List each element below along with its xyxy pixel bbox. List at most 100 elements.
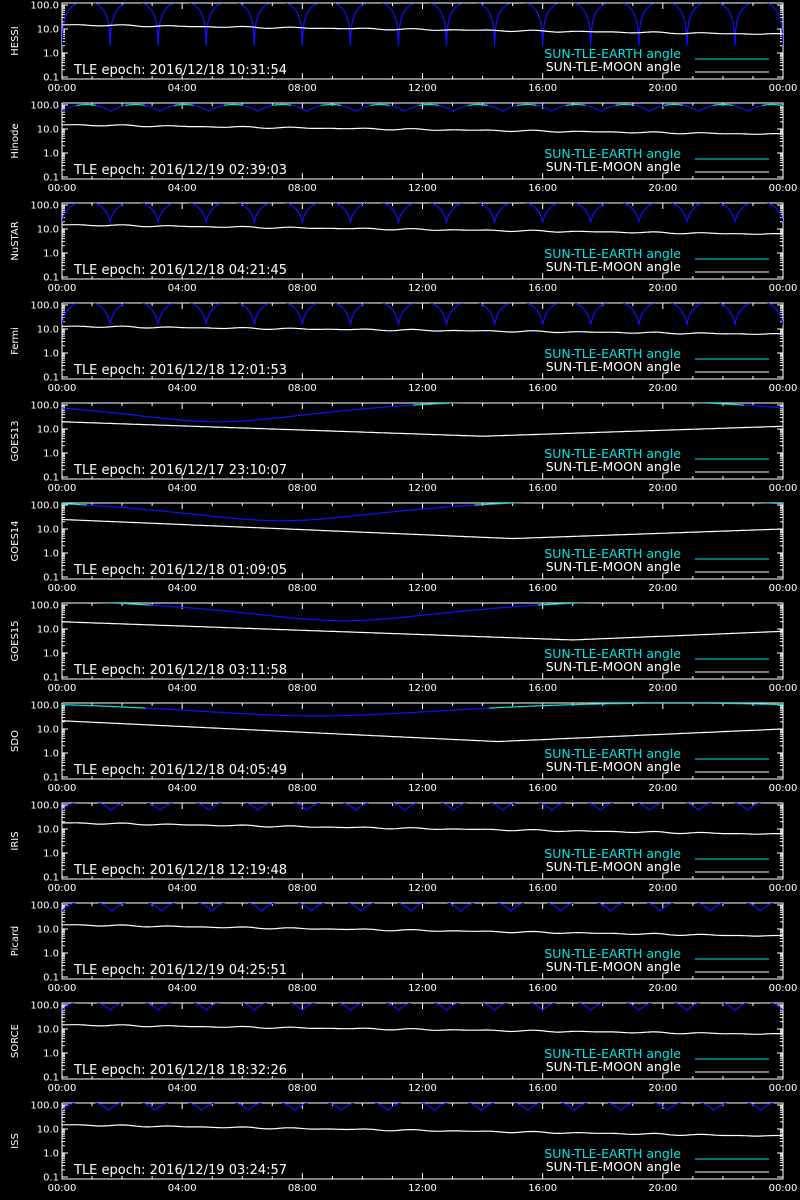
- y-tick-label: 0.1: [43, 373, 59, 384]
- y-tick-label: 100.0: [30, 1101, 59, 1112]
- series-group: [62, 1002, 783, 1035]
- earth-angle-line: [494, 1103, 496, 1104]
- earth-angle-line: [62, 1103, 76, 1111]
- moon-angle-line: [62, 518, 783, 540]
- earth-angle-line: [97, 803, 125, 811]
- moon-angle-line: [62, 224, 783, 235]
- earth-angle-line: [397, 903, 426, 912]
- earth-angle-line: [489, 803, 517, 811]
- earth-angle-line: [62, 503, 88, 506]
- earth-angle-line: [700, 1103, 728, 1111]
- earth-angle-line: [713, 802, 733, 803]
- earth-angle-line: [62, 803, 76, 811]
- legend-earth-label: SUN-TLE-EARTH angle: [544, 146, 681, 161]
- panel-nustar: 100.0 10.0 1.0 0.1 00:00 04:00 08:00 12:00 16:00…: [0, 200, 800, 300]
- x-tick-label: 12:00: [408, 183, 437, 194]
- earth-angle-line: [197, 903, 226, 912]
- earth-angle-line: [476, 902, 496, 903]
- x-tick-label: 20:00: [648, 1083, 677, 1094]
- y-tick-label: 0.1: [43, 1073, 59, 1084]
- y-tick-label: 1.0: [43, 49, 59, 60]
- earth-angle-line: [365, 1002, 384, 1003]
- tle-epoch-label: TLE epoch: 2016/12/19 04:25:51: [73, 963, 287, 978]
- earth-angle-line: [76, 802, 96, 803]
- y-tick-label: 1.0: [43, 849, 59, 860]
- moon-angle-line: [62, 24, 783, 35]
- chart-goes13: 100.010.01.00.100:00 04:00 08:00 12:00 16:00…: [10, 401, 797, 495]
- x-tick-label: 00:00: [769, 283, 798, 294]
- earth-angle-line: [321, 103, 342, 107]
- earth-angle-line: [767, 303, 783, 325]
- earth-angle-line: [389, 104, 421, 112]
- series-group: [62, 503, 783, 540]
- earth-angle-line: [141, 1103, 169, 1111]
- series-group: [62, 603, 783, 641]
- legend-earth-label: SUN-TLE-EARTH angle: [544, 546, 681, 561]
- y-tick-label: 0.1: [43, 573, 59, 584]
- x-tick-label: 12:00: [408, 83, 437, 94]
- y-tick-label: 100.0: [30, 801, 59, 812]
- earth-angle-line: [193, 104, 225, 112]
- earth-angle-line: [142, 3, 174, 46]
- earth-angle-line: [527, 203, 559, 225]
- satellite-label: SDO: [10, 730, 21, 752]
- chart-sdo: 100.010.01.00.100:00 04:00 08:00 12:00 16:00…: [10, 701, 797, 795]
- earth-angle-line: [526, 902, 546, 903]
- y-tick-label: 10.0: [37, 425, 59, 436]
- y-tick-label: 1.0: [43, 1049, 59, 1060]
- earth-angle-line: [190, 3, 222, 46]
- earth-angle-line: [625, 1003, 653, 1012]
- legend-moon-label: SUN-TLE-MOON angle: [546, 59, 682, 74]
- earth-angle-line: [147, 903, 176, 912]
- x-tick-label: 04:00: [168, 83, 197, 94]
- earth-angle-line: [97, 903, 126, 912]
- x-tick-label: 16:00: [528, 183, 557, 194]
- earth-angle-line: [701, 1002, 720, 1003]
- earth-angle-line: [762, 802, 782, 803]
- earth-angle-line: [719, 3, 751, 46]
- earth-angle-line: [481, 1003, 508, 1012]
- earth-angle-line: [587, 803, 615, 811]
- earth-angle-line: [75, 1103, 76, 1104]
- legend-earth-label: SUN-TLE-EARTH angle: [544, 246, 681, 261]
- earth-angle-line: [623, 3, 655, 46]
- earth-angle-line: [468, 103, 489, 107]
- y-tick-label: 10.0: [37, 925, 59, 936]
- earth-angle-line: [774, 1102, 783, 1103]
- series-group: [62, 203, 783, 235]
- x-tick-label: 12:00: [408, 283, 437, 294]
- tle-epoch-label: TLE epoch: 2016/12/19 02:39:03: [73, 163, 287, 178]
- y-tick-label: 1.0: [43, 249, 59, 260]
- earth-angle-line: [385, 1003, 412, 1012]
- x-tick-label: 00:00: [48, 583, 77, 594]
- earth-angle-line: [721, 1003, 749, 1012]
- x-tick-label: 12:00: [408, 1083, 437, 1094]
- series-group: [62, 802, 783, 835]
- earth-angle-line: [238, 3, 270, 46]
- earth-angle-line: [527, 303, 559, 325]
- moon-angle-line: [62, 720, 783, 743]
- earth-angle-line: [513, 1103, 542, 1111]
- earth-angle-line: [177, 902, 197, 903]
- earth-angle-line: [125, 103, 146, 107]
- x-tick-label: 00:00: [48, 1083, 77, 1094]
- earth-angle-line: [633, 104, 666, 112]
- y-tick-label: 100.0: [30, 101, 59, 112]
- tle-epoch-label: TLE epoch: 2016/12/18 12:19:48: [73, 863, 287, 878]
- x-tick-label: 04:00: [168, 1083, 197, 1094]
- series-group: [62, 103, 783, 135]
- satellite-label: NuSTAR: [10, 221, 21, 260]
- panel-hinode: 100.0 10.0 1.0 0.1 00:00 04:00 08:00 12:00 16:00…: [0, 100, 800, 200]
- x-tick-label: 16:00: [528, 483, 557, 494]
- x-tick-label: 08:00: [288, 783, 317, 794]
- earth-angle-line: [192, 1003, 220, 1012]
- earth-angle-line: [94, 1103, 123, 1111]
- y-tick-label: 0.1: [43, 773, 59, 784]
- earth-angle-line: [676, 902, 696, 903]
- x-tick-label: 08:00: [288, 483, 317, 494]
- legend-earth-label: SUN-TLE-EARTH angle: [544, 646, 681, 661]
- earth-angle-line: [286, 203, 318, 225]
- tle-epoch-label: TLE epoch: 2016/12/19 03:24:57: [73, 1163, 287, 1178]
- x-tick-label: 00:00: [48, 883, 77, 894]
- satellite-label: HESSI: [10, 26, 21, 55]
